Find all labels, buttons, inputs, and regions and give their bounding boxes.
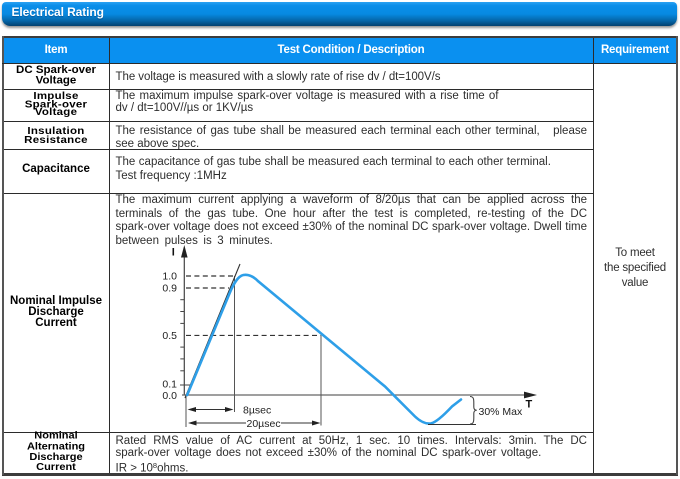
svg-text:0.1: 0.1 [162, 379, 177, 391]
svg-text:I: I [172, 246, 175, 258]
svg-text:0.0: 0.0 [162, 390, 177, 402]
svg-text:8µsec: 8µsec [243, 405, 271, 417]
svg-text:0.9: 0.9 [162, 283, 177, 295]
svg-text:T: T [526, 399, 533, 411]
svg-text:0.5: 0.5 [162, 330, 177, 342]
svg-text:30% Max: 30% Max [479, 406, 524, 418]
svg-text:1.0: 1.0 [162, 271, 177, 283]
svg-text:20µsec: 20µsec [247, 418, 281, 430]
